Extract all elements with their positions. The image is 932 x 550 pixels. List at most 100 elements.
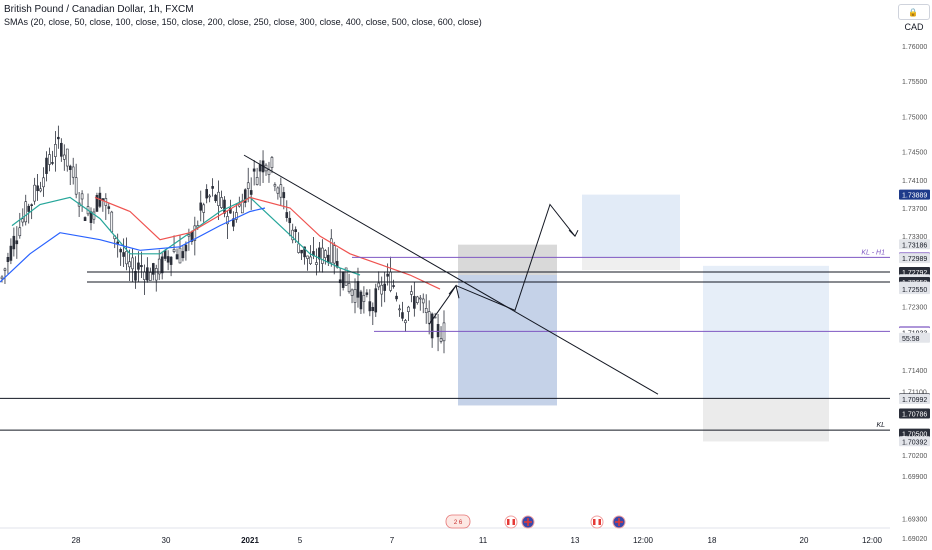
position-box-long-profit2[interactable]: [703, 265, 829, 399]
candle-body: [181, 251, 185, 259]
price-badge[interactable]: [899, 393, 930, 404]
price-badge-label: 1.70500: [902, 432, 927, 439]
candle-body: [223, 199, 226, 214]
price-badge-label: 1.72792: [902, 270, 927, 277]
currency-label: CAD: [904, 22, 924, 32]
candle-body: [258, 164, 262, 172]
candle-body: [172, 248, 176, 252]
candle-body: [68, 165, 72, 170]
candle-body: [380, 284, 384, 295]
price-tick-label: 1.73300: [902, 234, 927, 241]
horizontal-levels[interactable]: KL - H1 KL: [0, 249, 890, 431]
moving-averages: [0, 196, 441, 290]
price-badge-label: 1.70992: [902, 397, 927, 404]
candle-body: [131, 257, 134, 270]
candle-body: [344, 267, 348, 286]
candle-body: [151, 263, 155, 275]
candle-body: [398, 308, 401, 311]
trend-drawings[interactable]: [243, 154, 659, 395]
candle-body: [436, 324, 440, 338]
candle-body: [39, 188, 42, 192]
position-box-short-target[interactable]: [582, 194, 680, 258]
event-count-label: 2 6: [454, 520, 463, 526]
candle-body: [122, 252, 125, 257]
candle-body: [365, 292, 369, 295]
price-tick-label: 1.73700: [902, 206, 927, 213]
candle-body: [187, 234, 191, 237]
candle-body: [116, 241, 119, 244]
price-tick-label: 1.70200: [902, 453, 927, 460]
candle-body: [362, 295, 366, 302]
candle-body: [270, 157, 274, 168]
candle-body: [6, 256, 10, 263]
candle-body: [205, 189, 208, 199]
time-tick-label: 18: [708, 536, 717, 545]
currency-button[interactable]: 🔒 CAD: [898, 4, 930, 32]
candle-body: [45, 157, 48, 174]
candle-body: [107, 206, 111, 209]
candle-body: [30, 204, 33, 206]
candle-body: [371, 306, 375, 312]
candlesticks: [0, 125, 446, 354]
position-box-long-profit[interactable]: [458, 275, 557, 406]
candle-body: [404, 320, 407, 324]
candle-body: [282, 192, 286, 199]
candle-body: [350, 289, 354, 296]
projection-path[interactable]: [428, 203, 576, 325]
candle-body: [389, 271, 392, 291]
level-label: KL - H1: [861, 249, 885, 256]
price-badge-label: 1.73889: [902, 193, 927, 200]
price-tick-label: 1.74500: [902, 150, 927, 157]
time-tick-label: 7: [390, 536, 395, 545]
candle-body: [416, 296, 419, 304]
price-badge[interactable]: [899, 428, 930, 439]
price-badge[interactable]: [899, 332, 930, 343]
indicator-legend[interactable]: SMAs (20, close, 50, close, 100, close, …: [4, 17, 482, 27]
position-box-short-stop[interactable]: [582, 257, 680, 271]
candle-body: [303, 246, 306, 258]
candle-body: [65, 148, 69, 167]
candle-body: [193, 225, 197, 241]
candle-body: [439, 338, 443, 342]
price-badge[interactable]: [899, 239, 930, 250]
candle-body: [134, 270, 137, 281]
candle-body: [353, 289, 357, 303]
candle-body: [294, 229, 297, 232]
price-badge[interactable]: [899, 408, 930, 419]
candle-body: [356, 281, 360, 298]
position-box-long-stop[interactable]: [458, 244, 557, 275]
economic-events[interactable]: 2 6: [445, 514, 626, 529]
price-badge[interactable]: [899, 284, 930, 295]
candle-body: [140, 265, 143, 268]
price-tick-label: 1.76000: [902, 44, 927, 51]
candle-body: [273, 184, 277, 187]
flag-fill: [524, 518, 532, 526]
multi-event-icon[interactable]: [445, 514, 471, 529]
price-badge[interactable]: [899, 253, 930, 264]
price-axis[interactable]: 1.76000 1.75500 1.75000 1.74500 1.74100 1.737…: [890, 0, 932, 550]
time-axis[interactable]: 28 30 2021 5 7 11 13 12:00 18 20 12:00: [0, 527, 890, 545]
time-tick-label: 12:00: [862, 536, 883, 545]
candle-body: [184, 244, 188, 252]
candle-body: [95, 195, 99, 212]
candle-body: [80, 193, 84, 200]
candle-body: [392, 285, 395, 287]
candle-body: [163, 250, 167, 259]
candle-body: [36, 185, 39, 192]
price-badge[interactable]: [899, 436, 930, 447]
price-tick-label: 1.71400: [902, 368, 927, 375]
position-box-long-stop2[interactable]: [703, 398, 829, 442]
candle-body: [226, 216, 229, 225]
candle-body: [51, 162, 54, 164]
candle-body: [175, 254, 179, 260]
candle-body: [217, 191, 220, 206]
candle-body: [327, 254, 330, 263]
candle-body: [160, 256, 164, 274]
price-badge[interactable]: [899, 189, 930, 200]
candle-body: [3, 268, 7, 271]
candle-body: [374, 288, 378, 313]
candle-body: [211, 186, 214, 189]
candle-body: [48, 154, 51, 165]
trendline[interactable]: [243, 154, 659, 395]
